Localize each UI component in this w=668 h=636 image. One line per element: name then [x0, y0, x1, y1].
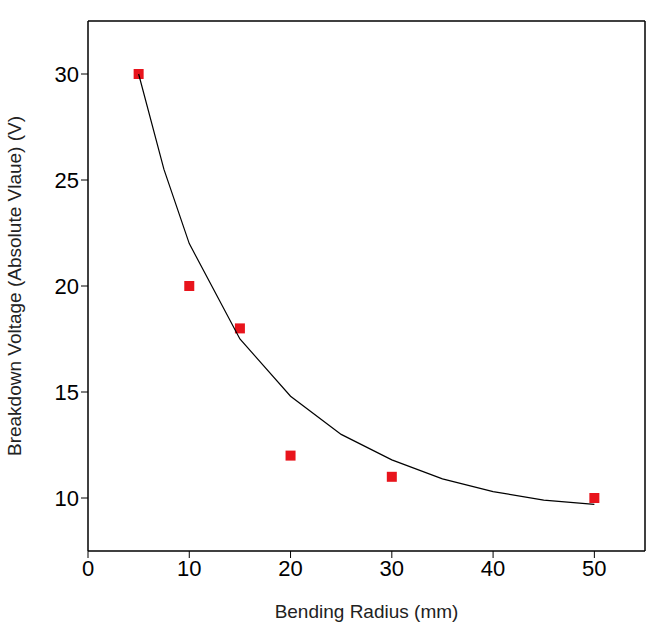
svg-text:Breakdown Voltage (Absolute Vl: Breakdown Voltage (Absolute Vlaue) (V)	[4, 116, 25, 456]
svg-text:15: 15	[55, 380, 79, 405]
svg-text:30: 30	[380, 556, 404, 581]
svg-text:30: 30	[55, 62, 79, 87]
svg-text:50: 50	[582, 556, 606, 581]
svg-text:10: 10	[55, 486, 79, 511]
svg-text:10: 10	[177, 556, 201, 581]
svg-text:20: 20	[278, 556, 302, 581]
svg-text:25: 25	[55, 168, 79, 193]
svg-text:20: 20	[55, 274, 79, 299]
svg-text:Bending Radius (mm): Bending Radius (mm)	[275, 601, 459, 622]
svg-text:0: 0	[82, 556, 94, 581]
svg-text:40: 40	[481, 556, 505, 581]
